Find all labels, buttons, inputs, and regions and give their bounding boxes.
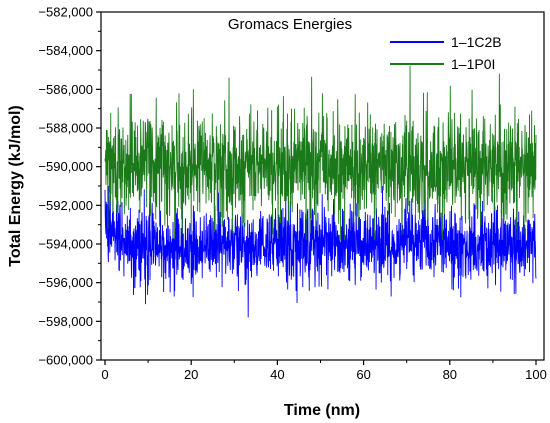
x-tick-label: 0 [101, 367, 108, 382]
legend-label-1c2b: 1–1C2B [451, 34, 502, 50]
x-tick-label: 20 [184, 367, 198, 382]
x-tick-label: 100 [525, 367, 547, 382]
chart-title: Gromacs Energies [228, 16, 352, 33]
y-tick-label: −584,000 [38, 43, 93, 58]
legend-label-1p0i: 1–1P0I [451, 56, 495, 72]
x-tick-label: 40 [270, 367, 284, 382]
series-layer [104, 65, 537, 318]
y-tick-label: −594,000 [38, 237, 93, 252]
y-tick-label: −600,000 [38, 353, 93, 368]
y-tick-label: −590,000 [38, 159, 93, 174]
y-tick-label: −596,000 [38, 275, 93, 290]
series-line-1p0i [104, 65, 537, 241]
y-tick-label: −582,000 [38, 5, 93, 20]
legend: 1–1C2B 1–1P0I [390, 34, 502, 72]
y-axis-title: Total Energy (kJ/mol) [7, 105, 24, 267]
x-tick-label: 80 [443, 367, 457, 382]
y-tick-label: −592,000 [38, 198, 93, 213]
x-axis-title: Time (nm) [284, 402, 360, 419]
series-line-1c2b [104, 185, 537, 318]
axes-layer: 0 20 40 60 80 100 −600,000 −598,000 −596,000 −594… [38, 5, 546, 383]
y-tick-label: −586,000 [38, 82, 93, 97]
x-tick-label: 60 [356, 367, 370, 382]
y-tick-label: −588,000 [38, 121, 93, 136]
y-tick-label: −598,000 [38, 314, 93, 329]
